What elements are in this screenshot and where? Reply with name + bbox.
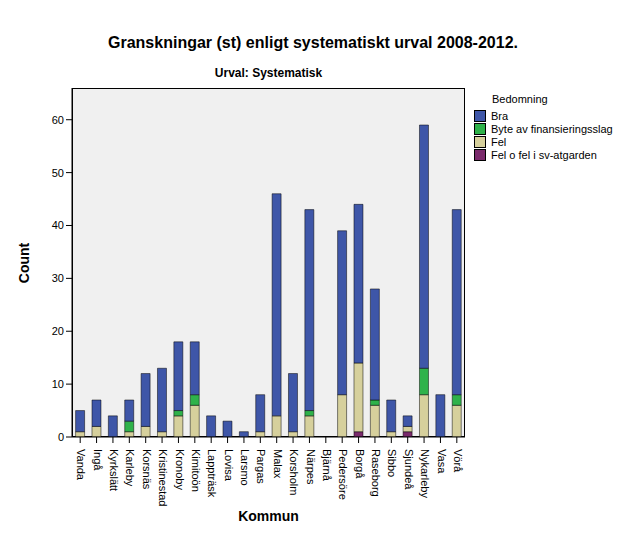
svg-text:Pargas: Pargas	[255, 449, 267, 484]
svg-text:Lovisa: Lovisa	[223, 449, 235, 482]
svg-text:Kristinestad: Kristinestad	[157, 449, 169, 506]
svg-text:10: 10	[52, 378, 64, 390]
svg-text:Borgå: Borgå	[354, 449, 366, 479]
svg-text:Korsnäs: Korsnäs	[141, 449, 153, 490]
svg-text:0: 0	[58, 431, 64, 443]
html-text:Bra: Bra	[491, 109, 509, 122]
svg-text:Sibbo: Sibbo	[386, 449, 398, 477]
svg-text:Vörå: Vörå	[452, 449, 464, 473]
svg-text:Kyrkslätt: Kyrkslätt	[108, 449, 120, 491]
html-text:Fel: Fel	[491, 135, 507, 148]
svg-text:Nykarleby: Nykarleby	[419, 449, 431, 498]
svg-text:20: 20	[52, 325, 64, 337]
svg-text:Kimitoön: Kimitoön	[190, 449, 202, 492]
svg-text:Närpes: Närpes	[305, 449, 317, 485]
html-text:Bedomning: Bedomning	[492, 93, 548, 105]
svg-text:30: 30	[52, 272, 64, 284]
svg-text:Kronoby: Kronoby	[174, 449, 186, 490]
svg-text:Lappträsk: Lappträsk	[206, 449, 218, 498]
svg-text:Vasa: Vasa	[436, 449, 448, 474]
svg-text:Sjundeå: Sjundeå	[403, 449, 415, 490]
html-text:Urval: Systematisk: Urval: Systematisk	[214, 66, 323, 80]
svg-text:Bjärnå: Bjärnå	[321, 449, 333, 482]
html-text:Count: Count	[16, 242, 33, 283]
html-text:Granskningar (st) enligt syste: Granskningar (st) enligt systematiskt ur…	[108, 34, 518, 51]
svg-text:Korsholm: Korsholm	[288, 449, 300, 495]
html-text:Byte av finansieringsslag: Byte av finansieringsslag	[491, 122, 613, 135]
svg-text:50: 50	[52, 167, 64, 179]
html-text:Kommun: Kommun	[238, 508, 299, 524]
svg-text:Karleby: Karleby	[124, 449, 136, 487]
svg-text:Larsmo: Larsmo	[239, 449, 251, 486]
svg-text:60: 60	[52, 114, 64, 126]
svg-text:Ingå: Ingå	[92, 449, 104, 471]
svg-text:Pedersöre: Pedersöre	[337, 449, 349, 500]
html-text:Fel o fel i sv-atgarden: Fel o fel i sv-atgarden	[491, 148, 597, 161]
svg-text:Malax: Malax	[272, 449, 284, 479]
svg-text:Raseborg: Raseborg	[370, 449, 382, 497]
svg-text:40: 40	[52, 219, 64, 231]
svg-text:Vanda: Vanda	[75, 449, 87, 481]
